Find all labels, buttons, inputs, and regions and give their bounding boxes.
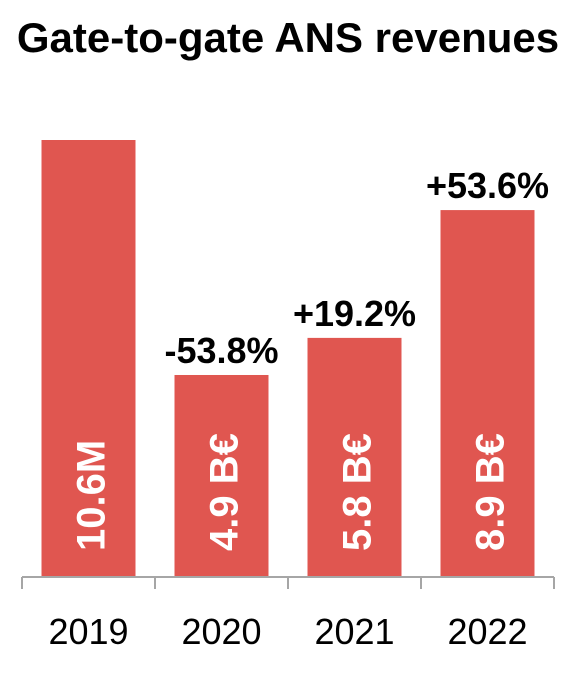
chart-title: Gate-to-gate ANS revenues xyxy=(16,14,560,61)
bar-value-label: 10.6M xyxy=(70,440,114,551)
bar-2021 xyxy=(307,337,402,577)
change-label: +53.6% xyxy=(426,165,549,206)
x-tick-label: 2020 xyxy=(181,611,261,652)
bar-value-label: 4.9 B€ xyxy=(203,433,247,551)
change-label: -53.8% xyxy=(164,330,278,371)
change-label: +19.2% xyxy=(293,293,416,334)
bar-2020 xyxy=(174,374,269,577)
bar-value-label: 5.8 B€ xyxy=(336,433,380,551)
bar-2022 xyxy=(440,210,535,577)
bar-value-label: 8.9 B€ xyxy=(469,433,513,551)
x-tick-label: 2019 xyxy=(48,611,128,652)
x-tick-label: 2022 xyxy=(447,611,527,652)
x-tick-label: 2021 xyxy=(314,611,394,652)
bar-2019 xyxy=(41,140,136,577)
